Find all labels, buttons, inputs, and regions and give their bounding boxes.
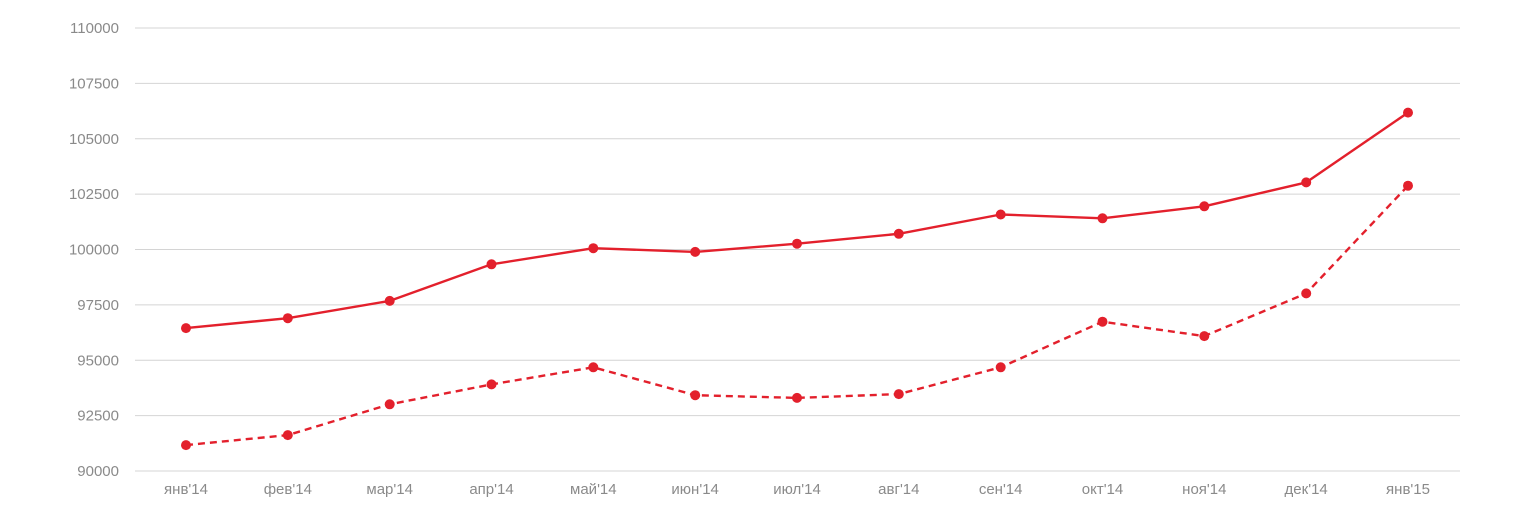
x-tick-label: авг'14	[878, 481, 919, 498]
y-tick-label: 90000	[77, 463, 119, 480]
y-tick-label: 97500	[77, 297, 119, 314]
data-point[interactable]	[690, 390, 701, 401]
data-point[interactable]	[995, 362, 1006, 373]
x-tick-label: ноя'14	[1182, 481, 1226, 498]
x-tick-label: апр'14	[469, 481, 513, 498]
y-tick-label: 105000	[69, 131, 119, 148]
x-tick-label: июл'14	[773, 481, 821, 498]
x-tick-label: дек'14	[1285, 481, 1328, 498]
y-tick-label: 107500	[69, 75, 119, 92]
data-point[interactable]	[1403, 180, 1413, 191]
data-point[interactable]	[893, 389, 904, 400]
data-point[interactable]	[690, 246, 701, 257]
x-tick-label: май'14	[570, 481, 617, 498]
data-point[interactable]	[1097, 316, 1108, 327]
series-layer	[181, 107, 1413, 451]
data-point[interactable]	[384, 295, 395, 306]
data-point[interactable]	[181, 440, 191, 451]
x-tick-label: мар'14	[366, 481, 413, 498]
x-tick-label: фев'14	[264, 481, 312, 498]
y-tick-label: 95000	[77, 352, 119, 369]
data-point[interactable]	[486, 379, 497, 390]
data-point[interactable]	[588, 362, 599, 373]
x-tick-label: сен'14	[979, 481, 1023, 498]
data-point[interactable]	[181, 323, 191, 334]
data-point[interactable]	[384, 399, 395, 410]
y-tick-label: 110000	[70, 20, 119, 37]
data-point[interactable]	[1199, 201, 1210, 212]
data-point[interactable]	[588, 243, 599, 254]
data-point[interactable]	[792, 238, 802, 249]
data-point[interactable]	[1199, 331, 1210, 342]
data-point[interactable]	[282, 313, 293, 324]
x-tick-label: окт'14	[1082, 481, 1124, 498]
data-point[interactable]	[792, 392, 802, 403]
x-tick-label: июн'14	[671, 481, 718, 498]
x-tick-label: янв'14	[164, 481, 208, 498]
data-point[interactable]	[995, 209, 1006, 220]
data-point[interactable]	[893, 228, 904, 239]
y-tick-label: 100000	[69, 242, 119, 259]
x-axis-ticks: янв'14 фев'14 мар'14 апр'14 май'14 июн'14 июл'…	[164, 481, 1430, 498]
data-point[interactable]	[1403, 107, 1413, 118]
data-point[interactable]	[1301, 288, 1312, 299]
y-tick-label: 102500	[69, 186, 119, 203]
data-point[interactable]	[1097, 213, 1108, 224]
series-line-solid	[184, 111, 1410, 330]
y-axis-ticks: 90000 92500 95000 97500 100000 102500 105000 10…	[69, 20, 119, 480]
x-tick-label: янв'15	[1386, 481, 1430, 498]
data-point[interactable]	[282, 430, 293, 441]
grid-lines	[135, 27, 1460, 472]
data-point[interactable]	[1301, 177, 1312, 188]
y-tick-label: 92500	[77, 408, 119, 425]
series-line-dashed	[185, 184, 1409, 447]
data-point[interactable]	[486, 259, 497, 270]
